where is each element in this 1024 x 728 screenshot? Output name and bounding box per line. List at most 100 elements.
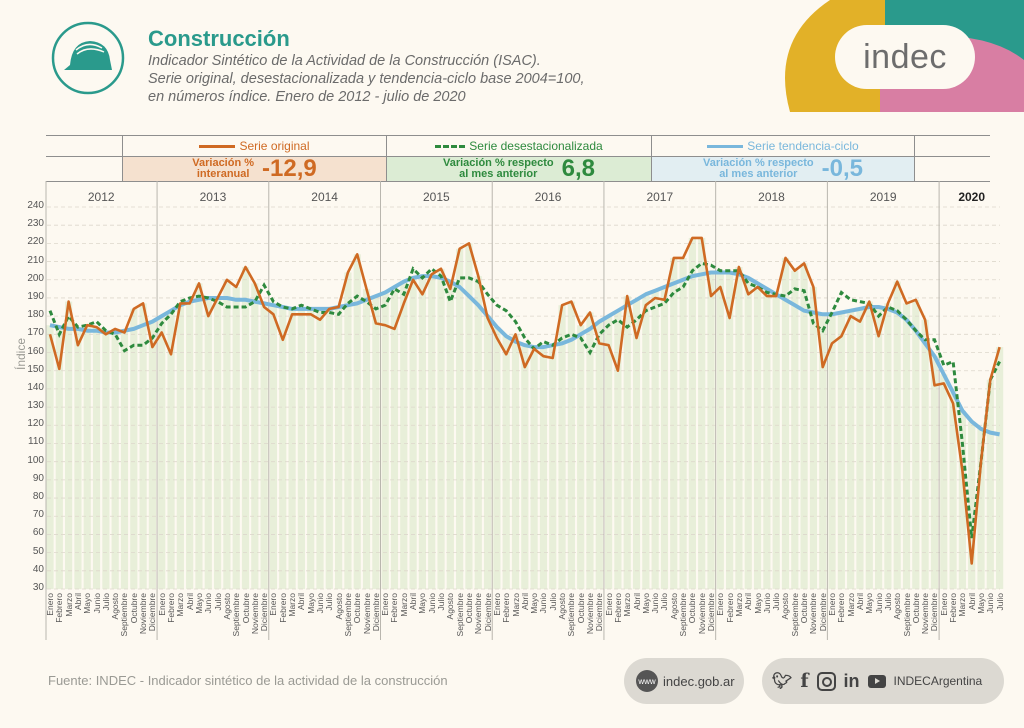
background-bar bbox=[446, 281, 454, 589]
year-label: 2014 bbox=[311, 190, 338, 204]
background-bar bbox=[763, 288, 771, 589]
background-bar bbox=[167, 310, 175, 589]
background-bar bbox=[847, 310, 855, 589]
y-tick-label: 240 bbox=[27, 200, 44, 211]
background-bar bbox=[865, 301, 873, 589]
table-divider bbox=[914, 135, 915, 181]
background-bar bbox=[996, 347, 1004, 589]
month-label: Febrero bbox=[836, 593, 847, 623]
background-bar bbox=[930, 356, 939, 589]
background-bar bbox=[511, 334, 520, 589]
background-bar bbox=[698, 237, 706, 589]
y-tick-label: 80 bbox=[32, 491, 44, 503]
year-label: 2017 bbox=[646, 190, 674, 204]
background-bar bbox=[297, 308, 305, 589]
background-bar bbox=[800, 263, 808, 589]
background-bar bbox=[940, 374, 948, 589]
legend-label: Serie desestacionalizada bbox=[469, 139, 603, 153]
linkedin-icon[interactable]: in bbox=[843, 670, 860, 691]
background-bar bbox=[120, 330, 129, 589]
background-bar bbox=[260, 303, 268, 589]
month-label: Febrero bbox=[389, 593, 400, 623]
background-bar bbox=[651, 290, 659, 589]
month-label: Agosto bbox=[780, 593, 791, 620]
background-bar bbox=[437, 268, 445, 589]
background-bar bbox=[791, 270, 799, 589]
background-bar bbox=[465, 243, 473, 589]
background-bar bbox=[335, 307, 343, 589]
background-bar bbox=[139, 303, 147, 589]
y-axis-label: Índice bbox=[14, 337, 28, 370]
month-label: Mayo bbox=[82, 593, 93, 614]
background-bar bbox=[195, 283, 203, 589]
variation-label: Variación % respecto al mes anterior bbox=[442, 157, 554, 180]
background-bar bbox=[567, 301, 575, 589]
youtube-icon[interactable] bbox=[867, 674, 886, 688]
background-bar bbox=[241, 267, 250, 589]
background-bar bbox=[55, 327, 63, 589]
background-bar bbox=[223, 279, 231, 589]
month-label: Septiembre bbox=[119, 593, 130, 637]
legend-label: Serie tendencia-ciclo bbox=[747, 139, 859, 153]
background-bar bbox=[390, 287, 399, 589]
month-label: Abril bbox=[743, 593, 754, 611]
background-bar bbox=[372, 296, 380, 589]
background-bar bbox=[279, 307, 287, 589]
background-bar bbox=[893, 281, 901, 589]
legend-line-desest bbox=[435, 144, 466, 148]
y-tick-label: 170 bbox=[27, 327, 44, 339]
background-bar bbox=[679, 257, 687, 589]
website-text: indec.gob.ar bbox=[663, 673, 735, 689]
website-link[interactable]: www indec.gob.ar bbox=[624, 658, 744, 704]
background-bar bbox=[716, 272, 724, 589]
y-tick-label: 40 bbox=[32, 563, 44, 575]
background-bar bbox=[856, 308, 864, 589]
month-label: Febrero bbox=[54, 593, 65, 623]
background-bar bbox=[958, 410, 966, 589]
year-label: 2013 bbox=[199, 190, 227, 204]
background-bar bbox=[83, 325, 91, 589]
month-label: Junio bbox=[538, 593, 549, 614]
background-bar bbox=[307, 308, 315, 589]
background-bar bbox=[353, 254, 361, 590]
y-tick-label: 230 bbox=[27, 218, 44, 230]
background-bar bbox=[474, 276, 482, 589]
background-bar bbox=[744, 277, 752, 589]
background-bar bbox=[428, 274, 436, 589]
twitter-icon[interactable]: 🐦︎ bbox=[772, 673, 793, 690]
month-label: Enero bbox=[715, 593, 726, 616]
page-title: Construcción bbox=[148, 26, 290, 51]
table-divider bbox=[651, 135, 652, 181]
month-label: Junio bbox=[203, 593, 214, 614]
background-bar bbox=[111, 328, 119, 589]
month-label: Febrero bbox=[501, 593, 512, 623]
table-rule bbox=[46, 135, 990, 136]
series-original bbox=[48, 236, 1001, 565]
y-tick-label: 160 bbox=[27, 345, 44, 357]
legend-desest: Serie desestacionalizada bbox=[387, 136, 651, 156]
background-bar bbox=[753, 283, 762, 589]
background-bar bbox=[986, 379, 994, 589]
instagram-icon[interactable] bbox=[816, 671, 836, 691]
facebook-icon[interactable]: f bbox=[800, 670, 809, 692]
month-label: Diciembre bbox=[594, 593, 605, 632]
y-tick-label: 100 bbox=[27, 454, 44, 466]
background-bar bbox=[642, 294, 650, 589]
source-note: Fuente: INDEC - Indicador sintético de l… bbox=[48, 673, 448, 688]
background-bar bbox=[921, 319, 929, 589]
month-label: Diciembre bbox=[929, 593, 940, 632]
indec-logo: indec bbox=[835, 25, 975, 89]
legend-label: Serie original bbox=[239, 139, 310, 153]
background-bar bbox=[418, 276, 426, 589]
background-bar bbox=[968, 421, 976, 589]
social-links: 🐦︎ f in INDECArgentina bbox=[762, 658, 1004, 704]
www-icon: www bbox=[636, 670, 658, 692]
background-bar bbox=[251, 283, 259, 589]
background-bar bbox=[493, 327, 501, 589]
background-bar bbox=[456, 248, 464, 590]
table-rule bbox=[46, 181, 990, 182]
year-label: 2020 bbox=[958, 190, 986, 204]
month-label: Octubre bbox=[352, 593, 363, 624]
background-bar bbox=[726, 272, 734, 589]
background-bar bbox=[409, 277, 417, 589]
